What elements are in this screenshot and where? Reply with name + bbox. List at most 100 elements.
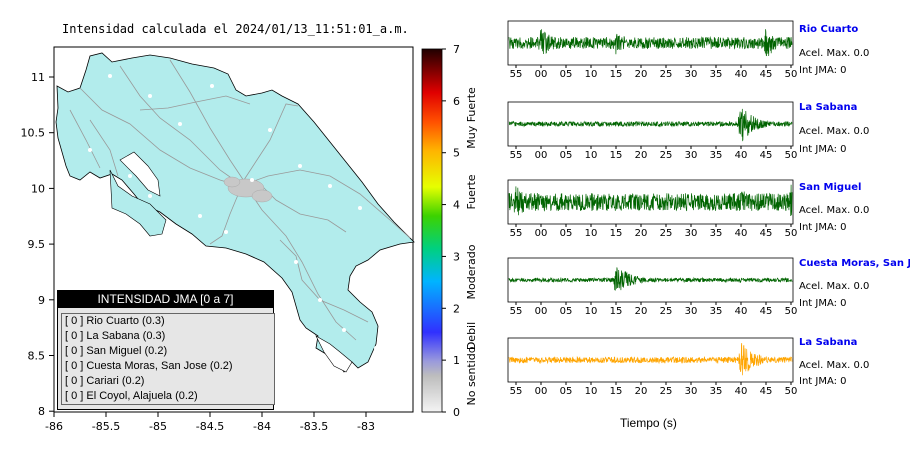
station-markers [88,74,378,350]
time-tick-label: 40 [735,69,748,80]
time-tick-label: 30 [685,306,698,317]
time-tick-label: 25 [660,150,673,161]
lat-tick-label: 10.5 [21,127,46,140]
lat-tick-label: 8.5 [28,350,46,363]
x-axis-label: Tiempo (s) [620,416,677,430]
san-jose-urban-area [223,176,273,203]
waveform-line [508,108,793,142]
time-tick-label: 05 [560,386,573,397]
legend-item: [ 0 ] Cariari (0.2) [65,375,145,387]
lat-tick-label: 9 [38,294,45,307]
lat-tick-label: 9.5 [28,238,46,251]
time-tick-label: 50 [785,386,798,397]
time-tick-label: 40 [735,150,748,161]
osa-peninsula [315,335,353,373]
legend-item: [ 0 ] San Miguel (0.2) [65,345,168,357]
colorbar-tick-label: 6 [453,95,460,108]
seismogram-panel: 55 00 05 10 15 20 25 30 35 40 45 50 [507,257,798,317]
colorbar-tick-label: 1 [453,354,460,367]
time-tick-label: 30 [685,228,698,239]
gulf-of-nicoya [119,151,161,197]
time-tick-label: 05 [560,228,573,239]
waveform-line [508,184,793,217]
lon-tick-label: -85 [149,420,167,433]
time-tick-label: 00 [535,306,548,317]
time-tick-label: 40 [735,386,748,397]
nicoya-peninsula-coast [109,169,167,237]
trace-jma-4: Int JMA: 0 [799,376,847,387]
time-tick-label: 45 [760,386,773,397]
colorbar-label-moderado: Moderado [465,244,478,299]
time-tick-label: 00 [535,386,548,397]
legend-item: [ 0 ] Cuesta Moras, San Jose (0.2) [65,360,233,372]
time-tick-label: 10 [585,386,598,397]
waveform-line [508,29,793,57]
time-tick-label: 50 [785,150,798,161]
time-tick-label: 25 [660,306,673,317]
colorbar-tick-label: 2 [453,302,460,315]
time-tick-label: 15 [610,386,623,397]
colorbar-label-no-sentido: No sentido [465,346,478,405]
lon-tick-label: -86 [45,420,63,433]
lon-tick-label: -84.5 [196,420,224,433]
lat-tick-label: 11 [31,71,45,84]
time-tick-label: 50 [785,306,798,317]
time-tick-label: 00 [535,69,548,80]
time-tick-label: 15 [610,150,623,161]
colorbar-tick-label: 5 [453,147,460,160]
trace-station-2: San Miguel [799,182,862,193]
time-tick-label: 20 [635,228,648,239]
time-tick-label: 30 [685,386,698,397]
time-tick-label: 30 [685,150,698,161]
lat-tick-label: 8 [38,405,45,418]
time-tick-label: 55 [510,150,523,161]
costa-rica-landmass [55,52,415,373]
time-tick-label: 20 [635,150,648,161]
time-tick-label: 30 [685,69,698,80]
colorbar-label-fuerte: Fuerte [465,174,478,209]
lon-tick-label: -83.5 [300,420,328,433]
time-tick-label: 50 [785,69,798,80]
trace-accel-3: Acel. Max. 0.0 [799,281,870,292]
colorbar-label-debil: Debil [465,322,478,350]
time-tick-label: 55 [510,306,523,317]
time-tick-label: 55 [510,386,523,397]
time-tick-label: 00 [535,228,548,239]
colorbar-ticks: 7 6 5 4 3 2 1 0 [442,43,460,419]
colorbar-tick-label: 0 [453,406,460,419]
trace-jma-2: Int JMA: 0 [799,222,847,233]
trace-station-3: Cuesta Moras, San Jose [799,258,910,269]
lon-tick-label: -83 [357,420,375,433]
seismogram-panel: 55 00 05 10 15 20 25 30 35 40 45 50 [507,179,798,239]
land-shape [55,52,415,373]
trace-jma-0: Int JMA: 0 [799,65,847,76]
time-tick-label: 15 [610,306,623,317]
time-tick-label: 45 [760,69,773,80]
lon-tick-label: -85.5 [92,420,120,433]
time-tick-label: 40 [735,228,748,239]
time-tick-label: 35 [710,306,723,317]
time-tick-label: 55 [510,228,523,239]
colorbar-tick-label: 7 [453,43,460,56]
time-tick-label: 50 [785,228,798,239]
time-tick-label: 10 [585,306,598,317]
time-tick-label: 45 [760,150,773,161]
time-tick-label: 15 [610,228,623,239]
time-tick-label: 10 [585,228,598,239]
seismogram-panels: 55 00 05 10 15 20 25 30 35 40 45 50 55 00 05 10 15 20 25 30… [507,20,798,397]
time-tick-label: 35 [710,150,723,161]
legend-item: [ 0 ] La Sabana (0.3) [65,330,166,342]
time-tick-label: 20 [635,386,648,397]
intensity-colorbar: 7 6 5 4 3 2 1 0 Muy Fuerte Fuerte Moderado Debi… [421,43,478,419]
trace-station-0: Rio Cuarto [799,24,859,35]
map-y-ticks: 11 10.5 10 9.5 9 8.5 8 [21,71,54,418]
trace-jma-1: Int JMA: 0 [799,144,847,155]
colorbar-label-muy-fuerte: Muy Fuerte [465,87,478,149]
trace-accel-1: Acel. Max. 0.0 [799,126,870,137]
map-x-ticks: -86 -85.5 -85 -84.5 -84 -83.5 -83 [45,412,375,433]
time-tick-label: 05 [560,150,573,161]
time-tick-label: 35 [710,69,723,80]
seismogram-panel: 55 00 05 10 15 20 25 30 35 40 45 50 [507,101,798,161]
trace-station-4: La Sabana [799,337,858,348]
colorbar-tick-label: 4 [453,199,460,212]
